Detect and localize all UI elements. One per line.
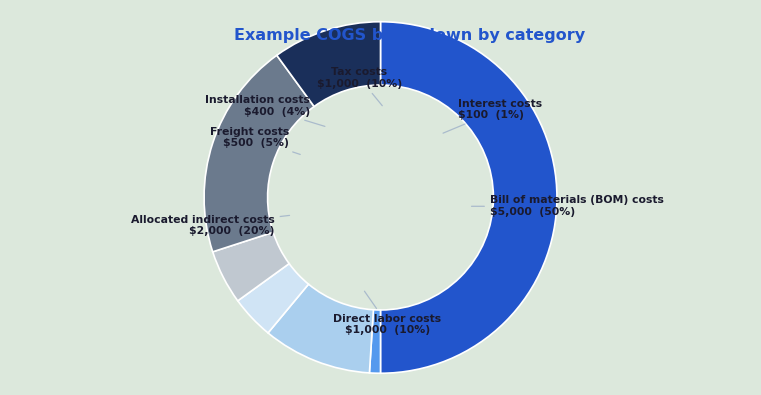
Wedge shape <box>268 284 374 373</box>
Wedge shape <box>213 232 289 301</box>
Wedge shape <box>380 22 557 373</box>
Text: Tax costs
$1,000  (10%): Tax costs $1,000 (10%) <box>317 67 402 106</box>
Text: Interest costs
$100  (1%): Interest costs $100 (1%) <box>443 99 543 133</box>
Wedge shape <box>204 55 314 252</box>
Wedge shape <box>237 263 308 333</box>
Text: Freight costs
$500  (5%): Freight costs $500 (5%) <box>209 127 301 154</box>
Text: Allocated indirect costs
$2,000  (20%): Allocated indirect costs $2,000 (20%) <box>131 215 289 237</box>
Text: Bill of materials (BOM) costs
$5,000  (50%): Bill of materials (BOM) costs $5,000 (50… <box>472 196 664 217</box>
Text: Direct labor costs
$1,000  (10%): Direct labor costs $1,000 (10%) <box>333 291 441 335</box>
Wedge shape <box>369 310 380 373</box>
Text: Installation costs
$400  (4%): Installation costs $400 (4%) <box>205 95 325 126</box>
Text: Example COGS breakdown by category: Example COGS breakdown by category <box>234 28 585 43</box>
Wedge shape <box>277 22 380 107</box>
